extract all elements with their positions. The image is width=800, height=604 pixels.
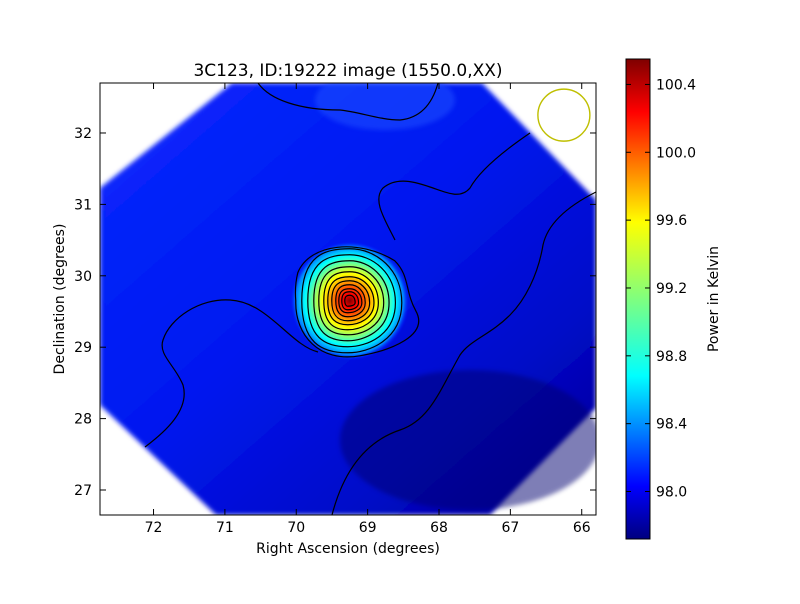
x-tick-label: 67 <box>501 520 519 536</box>
bright-region <box>315 83 455 130</box>
plot-area: 72 71 70 69 68 67 66 27 28 29 30 31 32 <box>74 82 597 536</box>
colorbar-label: Power in Kelvin <box>706 246 722 352</box>
y-tick-label: 31 <box>74 197 92 213</box>
colorbar-tick-label: 100.0 <box>656 145 696 161</box>
contour-line <box>378 132 531 241</box>
x-axis: 72 71 70 69 68 67 66 <box>145 83 591 536</box>
source-emission <box>289 240 410 361</box>
colorbar-tick-label: 98.0 <box>656 485 687 501</box>
contour-ring <box>344 294 356 307</box>
colorbar-tick-label: 98.4 <box>656 417 687 433</box>
colorbar-tick-label: 100.4 <box>656 77 696 93</box>
x-axis-label: Right Ascension (degrees) <box>256 541 440 557</box>
contour-line <box>331 191 596 515</box>
contour-ring <box>307 254 397 348</box>
colorbar: 98.0 98.4 98.8 99.2 99.6 100.0 100.4 Power in … <box>625 58 722 540</box>
x-tick-label: 68 <box>430 520 448 536</box>
contour-ring <box>327 276 375 326</box>
dim-region <box>340 370 596 510</box>
y-tick-label: 30 <box>74 269 92 285</box>
contour-ring <box>301 248 403 354</box>
x-tick-label: 72 <box>145 520 163 536</box>
y-tick-label: 29 <box>74 340 92 356</box>
plot-frame <box>99 82 597 516</box>
contour-ring <box>313 260 390 342</box>
contour-ring <box>294 246 420 358</box>
contour-ring <box>318 266 385 336</box>
contour-lines <box>144 83 596 515</box>
y-tick-label: 32 <box>74 126 92 142</box>
chart-title: 3C123, ID:19222 image (1550.0,XX) <box>193 61 502 81</box>
contour-ring <box>331 280 371 322</box>
x-tick-label: 70 <box>287 520 305 536</box>
contour-ring <box>323 271 379 331</box>
contour-ring <box>341 291 360 311</box>
y-axis: 27 28 29 30 31 32 <box>74 126 596 499</box>
contour-line <box>257 83 439 121</box>
colorbar-tick-label: 98.8 <box>656 349 687 365</box>
x-tick-label: 66 <box>573 520 591 536</box>
contour-line <box>144 299 319 448</box>
colorbar-ticks: 98.0 98.4 98.8 99.2 99.6 100.0 100.4 <box>626 77 696 501</box>
contour-ring <box>335 284 366 318</box>
y-axis-label: Declination (degrees) <box>52 224 68 375</box>
colorbar-tick-label: 99.6 <box>656 213 687 229</box>
x-tick-label: 69 <box>359 520 377 536</box>
colorbar-tick-label: 99.2 <box>656 281 687 297</box>
y-tick-label: 27 <box>74 483 92 499</box>
contour-ring <box>338 288 363 314</box>
colorbar-gradient <box>625 58 651 540</box>
y-tick-label: 28 <box>74 412 92 428</box>
x-tick-label: 71 <box>216 520 234 536</box>
beam-marker <box>537 88 591 142</box>
